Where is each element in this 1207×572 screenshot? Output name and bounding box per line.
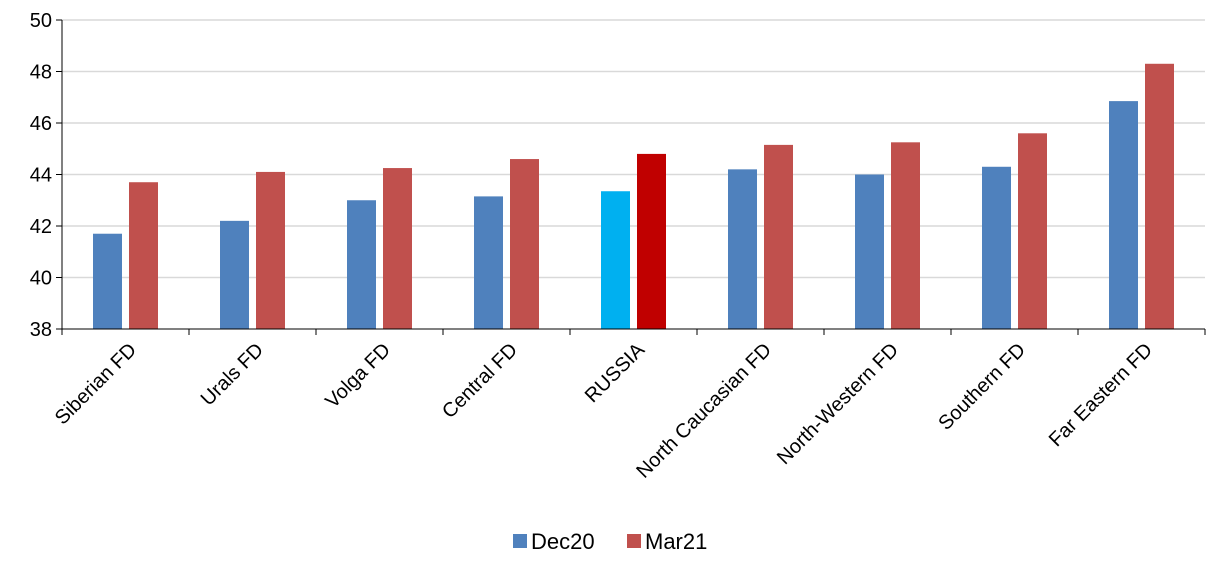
category-label: North Caucasian FD <box>632 339 776 483</box>
y-tick-label: 46 <box>30 113 52 135</box>
legend-swatch-mar21 <box>627 534 641 548</box>
y-tick-label: 38 <box>30 319 52 341</box>
legend-swatch-dec20 <box>513 534 527 548</box>
y-tick-label: 40 <box>30 268 52 290</box>
category-label: Southern FD <box>934 339 1030 435</box>
gridlines <box>62 19 1205 279</box>
bar-mar21-3 <box>510 159 539 329</box>
category-label: Volga FD <box>321 339 395 413</box>
axes <box>56 19 1206 335</box>
y-tick-label: 44 <box>30 165 52 187</box>
category-label: RUSSIA <box>581 339 650 408</box>
category-label: North-Western FD <box>773 339 903 469</box>
bar-dec20-5 <box>728 169 757 329</box>
bar-dec20-4 <box>601 191 630 329</box>
category-label: Siberian FD <box>51 339 141 429</box>
bar-dec20-6 <box>855 174 884 329</box>
bar-dec20-0 <box>93 233 122 329</box>
bar-mar21-2 <box>383 168 412 329</box>
category-label: Far Eastern FD <box>1045 339 1157 451</box>
bar-dec20-7 <box>982 166 1011 329</box>
y-tick-label: 48 <box>30 62 52 84</box>
bar-mar21-0 <box>129 182 158 329</box>
bar-dec20-1 <box>220 220 249 329</box>
legend-label-mar21: Mar21 <box>645 529 707 554</box>
legend-label-dec20: Dec20 <box>531 529 595 554</box>
bar-dec20-3 <box>474 196 503 329</box>
y-tick-label: 50 <box>30 10 52 32</box>
y-tick-label: 42 <box>30 216 52 238</box>
bars <box>93 63 1174 330</box>
category-label: Urals FD <box>197 339 268 410</box>
bar-mar21-8 <box>1145 63 1174 330</box>
bar-mar21-4 <box>637 153 666 329</box>
category-label: Central FD <box>438 339 522 423</box>
bar-dec20-2 <box>347 200 376 329</box>
bar-mar21-1 <box>256 171 285 329</box>
bar-mar21-5 <box>764 144 793 329</box>
bar-dec20-8 <box>1109 101 1138 329</box>
bar-mar21-6 <box>891 142 920 329</box>
x-axis-labels: Siberian FD Urals FD Volga FD Central FD RUS… <box>51 339 1157 483</box>
bar-mar21-7 <box>1018 133 1047 329</box>
y-axis-ticks: 38 40 42 44 46 48 50 <box>30 10 52 341</box>
legend: Dec20 Mar21 <box>513 529 707 554</box>
